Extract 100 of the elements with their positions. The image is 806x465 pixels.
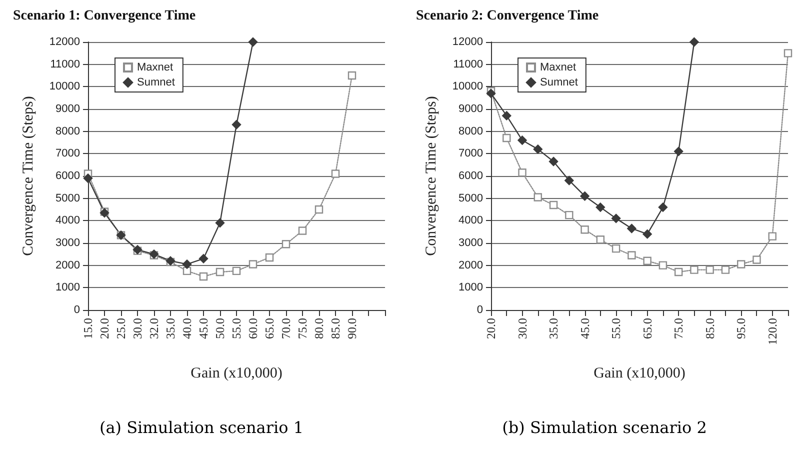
point bbox=[674, 146, 684, 156]
point bbox=[611, 214, 621, 224]
point bbox=[486, 88, 496, 98]
y-tick-label: 8000 bbox=[56, 125, 80, 138]
point bbox=[232, 266, 241, 276]
point bbox=[548, 156, 558, 166]
x-tick-label: 120.0 bbox=[765, 318, 780, 345]
point bbox=[248, 260, 258, 268]
x-tick-label: 32.0 bbox=[147, 318, 161, 339]
point bbox=[232, 120, 242, 130]
y-tick-label: 10000 bbox=[49, 80, 80, 93]
chart-title: Scenario 2: Convergence Time bbox=[416, 8, 599, 24]
x-tick-label: 85.0 bbox=[702, 318, 717, 339]
point bbox=[533, 144, 542, 154]
x-tick-label: 15.0 bbox=[81, 318, 95, 339]
point bbox=[596, 236, 605, 244]
y-tick-label: 6000 bbox=[458, 170, 483, 182]
y-tick-label: 0 bbox=[74, 304, 80, 316]
y-tick-label: 12000 bbox=[49, 36, 80, 48]
point bbox=[721, 266, 730, 274]
point bbox=[502, 111, 512, 120]
text: (b) Simulation scenario 2 bbox=[501, 418, 708, 437]
y-tick-label: 6000 bbox=[56, 170, 80, 182]
x-tick-label: 60.0 bbox=[246, 318, 260, 339]
y-tick-label: 8000 bbox=[458, 125, 483, 138]
y-tick-label: 7000 bbox=[56, 148, 80, 160]
y-tick-label: 5000 bbox=[56, 192, 80, 204]
point bbox=[534, 193, 542, 202]
y-tick-label: 3000 bbox=[458, 237, 483, 249]
y-tick-label: 2000 bbox=[56, 259, 80, 272]
point bbox=[628, 251, 636, 260]
point bbox=[564, 176, 574, 186]
y-tick-label: 1000 bbox=[458, 282, 483, 294]
y-tick-label: 10000 bbox=[452, 80, 483, 93]
y-tick-label: 11000 bbox=[453, 58, 483, 70]
point bbox=[83, 174, 93, 183]
point bbox=[518, 168, 526, 177]
x-tick-label: 35.0 bbox=[164, 318, 178, 339]
point bbox=[215, 218, 225, 228]
point bbox=[518, 136, 527, 145]
point bbox=[580, 226, 589, 234]
x-tick-label: 75.0 bbox=[672, 318, 686, 339]
x-tick-label: 65.0 bbox=[640, 318, 654, 339]
point bbox=[549, 200, 558, 210]
x-axis-title: Gain (x10,000) bbox=[190, 366, 282, 382]
point bbox=[690, 37, 699, 47]
chart-title: Scenario 1: Convergence Time bbox=[13, 8, 196, 24]
y-axis-title: Convergence Time (Steps) bbox=[424, 96, 440, 256]
point bbox=[752, 256, 761, 264]
point bbox=[182, 260, 192, 269]
x-tick-label: 30.0 bbox=[130, 318, 144, 339]
point bbox=[690, 266, 698, 274]
point bbox=[658, 261, 668, 270]
legend-label: Sumnet bbox=[137, 76, 175, 88]
x-tick-label: 90.0 bbox=[345, 318, 359, 339]
x-tick-label: 40.0 bbox=[180, 318, 194, 339]
x-tick-label: 45.0 bbox=[578, 318, 592, 339]
y-tick-label: 5000 bbox=[458, 192, 483, 204]
point bbox=[643, 256, 652, 265]
point bbox=[331, 170, 340, 178]
point bbox=[265, 253, 274, 262]
text: (a) Simulation scenario 1 bbox=[98, 418, 305, 437]
x-tick-label: 30.0 bbox=[515, 318, 530, 339]
y-tick-label: 2000 bbox=[458, 259, 483, 272]
point bbox=[627, 224, 636, 234]
legend-label: Maxnet bbox=[540, 62, 576, 74]
point bbox=[658, 202, 668, 212]
x-tick-label: 75.0 bbox=[296, 318, 310, 339]
y-tick-label: 1000 bbox=[56, 282, 80, 294]
point bbox=[768, 232, 776, 240]
y-tick-label: 4000 bbox=[56, 214, 80, 227]
y-axis-title: Convergence Time (Steps) bbox=[20, 96, 36, 256]
point bbox=[248, 37, 258, 47]
legend-label: Sumnet bbox=[540, 76, 578, 88]
point bbox=[216, 268, 224, 276]
point bbox=[282, 240, 290, 248]
y-tick-label: 9000 bbox=[56, 103, 80, 115]
x-tick-label: 95.0 bbox=[734, 318, 748, 339]
x-tick-label: 55.0 bbox=[230, 318, 244, 339]
x-tick-label: 45.0 bbox=[196, 318, 210, 339]
x-tick-label: 80.0 bbox=[312, 318, 326, 339]
y-tick-label: 9000 bbox=[458, 103, 483, 115]
x-axis-title: Gain (x10,000) bbox=[594, 366, 686, 382]
point bbox=[298, 226, 307, 235]
point bbox=[198, 254, 208, 264]
x-tick-label: 65.0 bbox=[262, 318, 276, 339]
legend-label: Maxnet bbox=[137, 62, 174, 74]
x-tick-label: 70.0 bbox=[279, 318, 293, 339]
point bbox=[565, 210, 574, 220]
y-tick-label: 0 bbox=[476, 304, 483, 316]
y-tick-label: 12000 bbox=[452, 36, 483, 48]
x-tick-label: 35.0 bbox=[546, 318, 561, 339]
point bbox=[580, 192, 590, 201]
point bbox=[182, 266, 192, 276]
point bbox=[642, 229, 652, 239]
x-tick-label: 50.0 bbox=[213, 318, 227, 339]
x-tick-label: 20.0 bbox=[98, 318, 112, 339]
point bbox=[502, 134, 511, 142]
x-tick-label: 85.0 bbox=[328, 318, 342, 339]
point bbox=[674, 268, 683, 276]
